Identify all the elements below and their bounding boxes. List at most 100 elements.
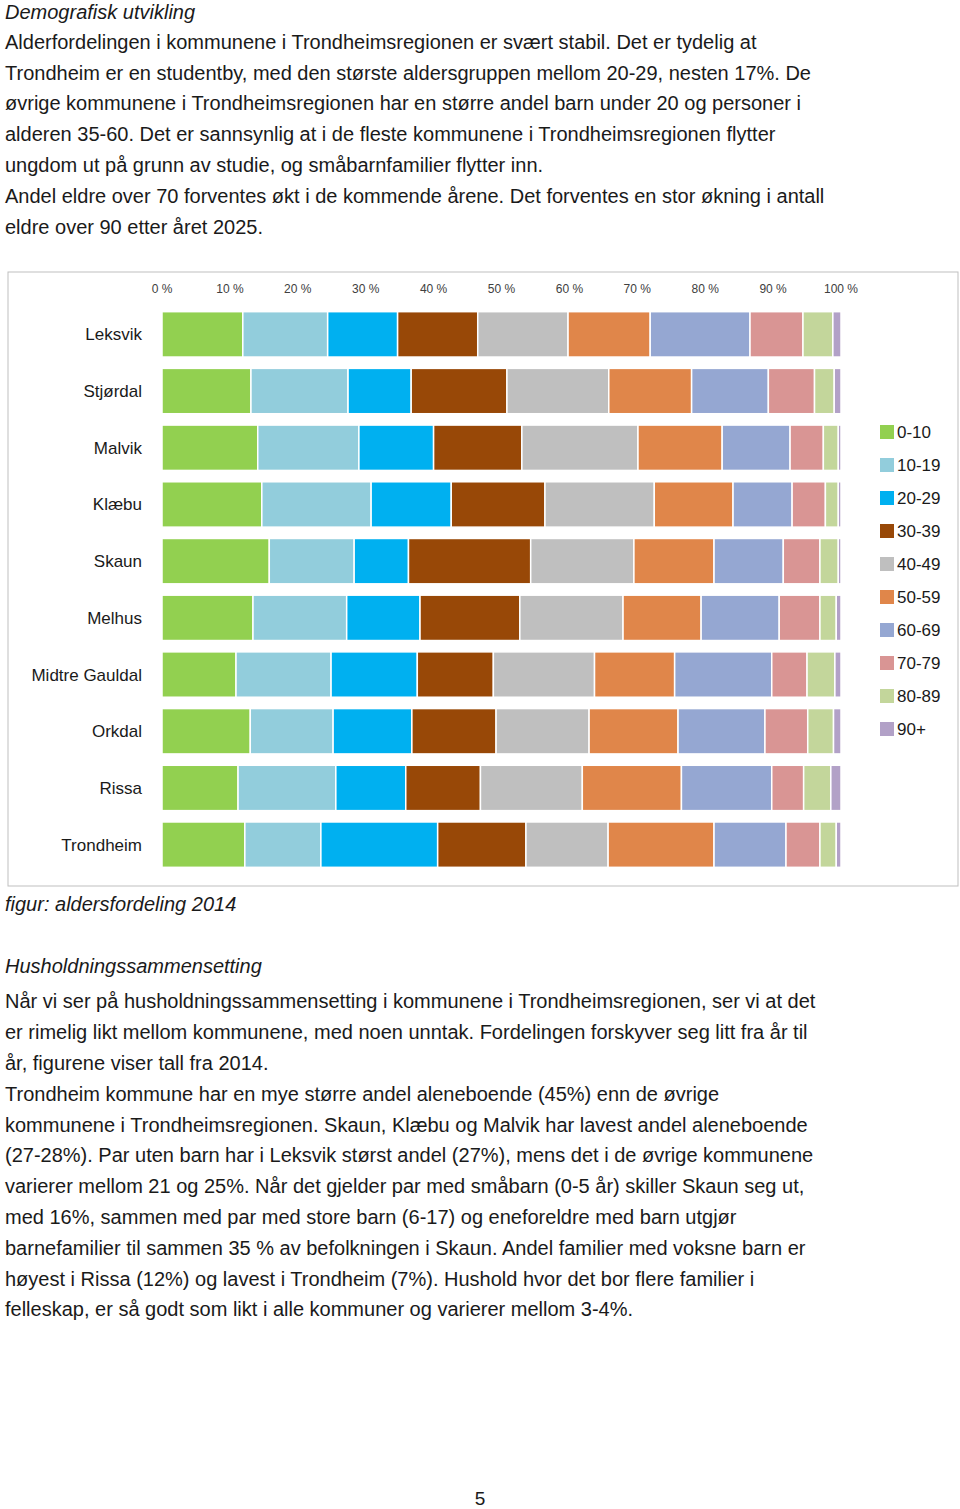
bar-segment xyxy=(496,709,589,754)
bar-segment xyxy=(162,368,251,413)
x-tick-label: 30 % xyxy=(352,282,380,296)
x-tick-label: 50 % xyxy=(488,282,516,296)
page-number: 5 xyxy=(475,1488,486,1509)
bars xyxy=(162,312,841,868)
category-label: Skaun xyxy=(94,552,142,571)
bar-segment xyxy=(835,652,841,697)
bar-segment xyxy=(162,425,258,470)
category-label: Klæbu xyxy=(93,495,142,514)
body-text: eldre over 90 etter året 2025. xyxy=(5,216,263,238)
bar-segment xyxy=(253,595,347,640)
bar-segment xyxy=(347,595,420,640)
legend: 0-1010-1920-2930-3940-4950-5960-6970-798… xyxy=(880,423,940,739)
bar-segment xyxy=(825,482,838,527)
body-text: Når vi ser på husholdningssammensetting … xyxy=(5,990,816,1012)
bar-segment xyxy=(820,538,838,583)
body-text: øvrige kommunene i Trondheimsregionen ha… xyxy=(5,92,801,114)
body-text: alderen 35-60. Det er sannsynlig at i de… xyxy=(5,123,776,145)
bar-segment xyxy=(834,709,841,754)
bar-segment xyxy=(803,312,833,357)
bar-segment xyxy=(478,312,568,357)
bar-segment xyxy=(250,709,333,754)
bar-segment xyxy=(411,368,507,413)
bar-segment xyxy=(438,822,526,867)
bar-segment xyxy=(531,538,634,583)
bar-segment xyxy=(790,425,823,470)
bar-segment xyxy=(823,425,838,470)
bar-segment xyxy=(238,765,336,810)
body-text: år, figurene viser tall fra 2014. xyxy=(5,1052,268,1074)
legend-swatch xyxy=(880,524,894,538)
bar-segment xyxy=(331,652,417,697)
body-text: (27-28%). Par uten barn har i Leksvik st… xyxy=(5,1144,813,1166)
bar-segment xyxy=(262,482,371,527)
bar-segment xyxy=(792,482,825,527)
legend-swatch xyxy=(880,557,894,571)
bar-segment xyxy=(162,538,269,583)
legend-label: 60-69 xyxy=(897,621,940,640)
bar-segment xyxy=(833,312,841,357)
bar-segment xyxy=(522,425,638,470)
bar-segment xyxy=(772,765,804,810)
bar-segment xyxy=(750,312,803,357)
legend-swatch xyxy=(880,590,894,604)
body-text: kommunene i Trondheimsregionen. Skaun, K… xyxy=(5,1114,808,1136)
legend-swatch xyxy=(880,623,894,637)
bar-segment xyxy=(589,709,678,754)
bar-segment xyxy=(701,595,779,640)
legend-label: 90+ xyxy=(897,720,926,739)
x-tick-label: 60 % xyxy=(556,282,584,296)
bar-segment xyxy=(681,765,771,810)
bar-segment xyxy=(838,538,841,583)
bar-segment xyxy=(545,482,654,527)
bar-segment xyxy=(836,595,841,640)
bar-segment xyxy=(162,765,238,810)
bar-segment xyxy=(236,652,331,697)
heading: Husholdningssammensetting xyxy=(5,955,262,977)
bar-segment xyxy=(408,538,530,583)
legend-swatch xyxy=(880,722,894,736)
category-label: Midtre Gauldal xyxy=(31,666,142,685)
bar-segment xyxy=(520,595,623,640)
bar-segment xyxy=(834,368,841,413)
bar-segment xyxy=(162,482,262,527)
bar-segment xyxy=(412,709,496,754)
body-text: med 16%, sammen med par med store barn (… xyxy=(5,1206,737,1228)
bar-segment xyxy=(507,368,609,413)
bar-segment xyxy=(634,538,714,583)
bar-segment xyxy=(420,595,520,640)
bar-segment xyxy=(359,425,434,470)
bar-segment xyxy=(162,822,245,867)
bar-segment xyxy=(768,368,814,413)
bar-segment xyxy=(608,822,714,867)
bar-segment xyxy=(162,312,243,357)
bar-segment xyxy=(638,425,722,470)
bar-segment xyxy=(831,765,841,810)
bar-segment xyxy=(779,595,820,640)
body-text: er rimelig likt mellom kommunene, med no… xyxy=(5,1021,808,1043)
bar-segment xyxy=(245,822,321,867)
bar-segment xyxy=(815,368,835,413)
x-tick-label: 0 % xyxy=(152,282,173,296)
bar-segment xyxy=(451,482,545,527)
legend-label: 30-39 xyxy=(897,522,940,541)
legend-label: 80-89 xyxy=(897,687,940,706)
bar-segment xyxy=(243,312,328,357)
bar-segment xyxy=(678,709,765,754)
bar-segment xyxy=(808,709,834,754)
bar-segment xyxy=(328,312,398,357)
bar-segment xyxy=(722,425,790,470)
bar-segment xyxy=(162,709,250,754)
bar-segment xyxy=(650,312,750,357)
bar-segment xyxy=(269,538,354,583)
bar-segment xyxy=(804,765,831,810)
body-text: høyest i Rissa (12%) og lavest i Trondhe… xyxy=(5,1268,754,1290)
bar-segment xyxy=(820,595,836,640)
legend-label: 70-79 xyxy=(897,654,940,673)
caption: figur: aldersfordeling 2014 xyxy=(5,893,236,915)
bar-segment xyxy=(321,822,438,867)
body-text: Alderfordelingen i kommunene i Trondheim… xyxy=(5,31,757,53)
bar-segment xyxy=(838,425,841,470)
body-text: Andel eldre over 70 forventes økt i de k… xyxy=(5,185,824,207)
x-tick-label: 70 % xyxy=(624,282,652,296)
